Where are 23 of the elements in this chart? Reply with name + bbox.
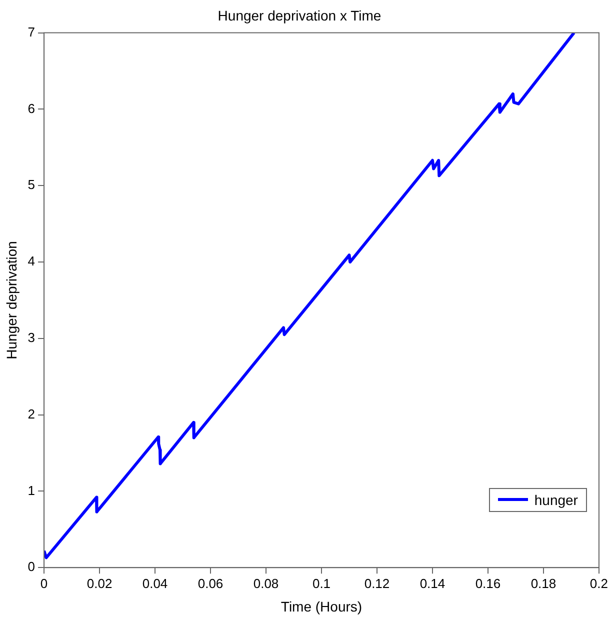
x-tick-label: 0 (40, 576, 48, 591)
x-tick-label: 0.1 (312, 576, 331, 591)
x-tick-label: 0.14 (420, 576, 446, 591)
y-axis-title: Hunger deprivation (3, 241, 20, 360)
x-tick-label: 0.02 (86, 576, 112, 591)
x-tick-label: 0.08 (253, 576, 279, 591)
legend-label: hunger (534, 492, 578, 508)
y-tick-label: 7 (28, 24, 36, 40)
y-tick-label: 5 (28, 177, 36, 192)
x-tick-label: 0.2 (590, 576, 608, 591)
y-tick-label: 3 (28, 330, 36, 345)
y-tick-label: 2 (28, 406, 36, 422)
y-tick-label: 6 (28, 100, 36, 116)
x-axis-title: Time (Hours) (280, 598, 362, 614)
x-tick-label: 0.06 (198, 576, 224, 591)
y-tick-label: 4 (28, 254, 36, 269)
x-tick-label: 0.04 (142, 576, 168, 591)
y-tick-label: 1 (28, 482, 36, 498)
x-tick-label: 0.16 (475, 576, 501, 591)
x-tick-label: 0.18 (530, 576, 556, 591)
y-tick-label: 0 (28, 559, 36, 574)
chart-title: Hunger deprivation x Time (218, 7, 382, 24)
x-tick-label: 0.12 (364, 576, 390, 591)
